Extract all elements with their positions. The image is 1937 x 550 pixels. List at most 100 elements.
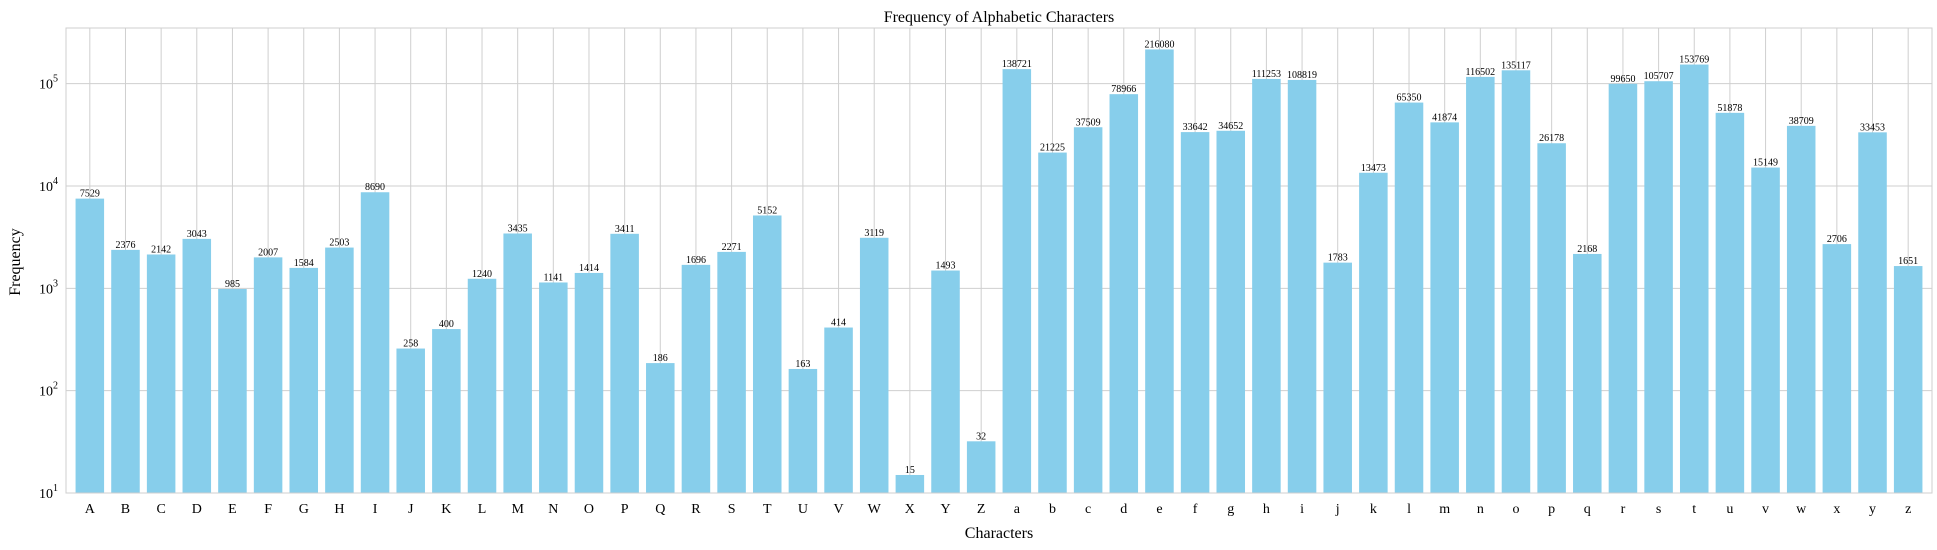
x-tick-label-F: F: [264, 502, 272, 517]
bar-a: [1002, 69, 1032, 494]
chart-title: Frequency of Alphabetic Characters: [884, 9, 1115, 26]
bar-layer: [75, 49, 1923, 494]
bar-Q: [646, 363, 675, 493]
x-tick-label-z: z: [1905, 502, 1911, 517]
x-tick-label-O: O: [584, 502, 594, 517]
data-label-p: 26178: [1539, 133, 1564, 144]
data-label-w: 38709: [1789, 116, 1814, 127]
data-label-E: 985: [225, 279, 240, 290]
x-tick-label-s: s: [1656, 502, 1661, 517]
data-label-B: 2376: [115, 240, 135, 251]
data-label-g: 34652: [1218, 121, 1243, 132]
bar-m: [1430, 122, 1459, 493]
data-label-f: 33642: [1183, 122, 1208, 133]
data-label-h: 111253: [1252, 69, 1281, 80]
x-tick-label-c: c: [1085, 502, 1091, 517]
data-label-v: 15149: [1753, 158, 1778, 169]
data-label-D: 3043: [187, 229, 207, 240]
x-tick-label-Q: Q: [655, 502, 665, 517]
x-tick-label-H: H: [334, 502, 344, 517]
bar-X: [895, 474, 925, 493]
bar-M: [503, 233, 532, 493]
data-label-W: 3119: [864, 228, 884, 239]
x-tick-label-w: w: [1796, 502, 1807, 517]
data-label-x: 2706: [1827, 234, 1847, 245]
bar-P: [610, 233, 639, 494]
data-label-o: 135117: [1501, 60, 1531, 71]
x-tick-label-W: W: [868, 502, 882, 517]
data-label-I: 8690: [365, 182, 385, 193]
x-tick-label-U: U: [798, 502, 808, 517]
x-tick-label-j: j: [1335, 502, 1340, 517]
x-tick-label-d: d: [1120, 502, 1127, 517]
bar-f: [1180, 132, 1210, 493]
data-label-X: 15: [905, 465, 915, 476]
x-tick-label-C: C: [156, 502, 165, 517]
x-tick-label-o: o: [1512, 502, 1519, 517]
bar-z: [1893, 266, 1923, 493]
data-label-e: 216080: [1144, 39, 1174, 50]
bar-W: [859, 237, 889, 493]
x-axis-label: Characters: [965, 525, 1033, 542]
x-tick-label-f: f: [1193, 502, 1198, 517]
data-label-P: 3411: [615, 224, 635, 235]
data-label-n: 116502: [1466, 67, 1496, 78]
bar-E: [218, 289, 247, 493]
data-label-a: 138721: [1002, 59, 1032, 70]
bar-e: [1145, 49, 1174, 494]
data-label-V: 414: [831, 318, 846, 329]
bar-w: [1786, 125, 1816, 493]
bar-J: [396, 348, 425, 493]
data-label-M: 3435: [508, 223, 528, 234]
axis-layer: 101 102 103 104 105 A B C D E F G H I J K L M N O P Q R S T U V W X Y…: [39, 74, 1911, 517]
data-label-K: 400: [439, 319, 454, 330]
data-label-layer: 7529 2376 2142 3043 985 2007 1584 2503 8690 258 40…: [80, 39, 1918, 476]
bar-u: [1715, 112, 1745, 494]
data-label-s: 105707: [1644, 71, 1674, 82]
x-tick-label-M: M: [511, 502, 524, 517]
bar-n: [1466, 76, 1495, 493]
bar-H: [325, 247, 354, 493]
data-label-H: 2503: [329, 238, 349, 249]
data-label-l: 65350: [1397, 93, 1422, 104]
x-tick-label-J: J: [408, 502, 414, 517]
data-label-y: 33453: [1860, 122, 1885, 133]
data-label-r: 99650: [1610, 74, 1635, 85]
y-tick-label: 104: [39, 176, 58, 195]
data-label-k: 13473: [1361, 163, 1386, 174]
data-label-R: 1696: [686, 255, 706, 266]
data-label-S: 2271: [722, 242, 742, 253]
x-tick-label-b: b: [1049, 502, 1056, 517]
x-tick-label-n: n: [1477, 502, 1484, 517]
data-label-T: 5152: [757, 205, 777, 216]
bar-r: [1608, 83, 1638, 493]
x-tick-label-L: L: [478, 502, 487, 517]
x-tick-label-x: x: [1833, 502, 1840, 517]
x-tick-label-D: D: [192, 502, 202, 517]
x-tick-label-G: G: [299, 502, 309, 517]
bar-C: [146, 254, 176, 493]
bar-N: [539, 282, 568, 493]
y-tick-label: 101: [39, 483, 58, 502]
data-label-t: 153769: [1679, 55, 1709, 66]
data-label-A: 7529: [80, 189, 100, 200]
y-tick-label: 102: [39, 381, 58, 400]
bar-R: [681, 264, 711, 493]
x-tick-label-l: l: [1407, 502, 1411, 517]
bar-b: [1038, 152, 1067, 493]
bar-B: [111, 249, 140, 493]
x-tick-label-Y: Y: [940, 502, 950, 517]
bar-p: [1537, 143, 1566, 494]
bar-g: [1216, 130, 1246, 493]
data-label-z: 1651: [1898, 256, 1918, 267]
x-tick-label-m: m: [1439, 502, 1450, 517]
x-tick-label-k: k: [1370, 502, 1377, 517]
x-tick-label-u: u: [1726, 502, 1733, 517]
x-tick-label-T: T: [763, 502, 772, 517]
data-label-Z: 32: [976, 431, 986, 442]
x-tick-label-e: e: [1156, 502, 1162, 517]
x-tick-label-E: E: [228, 502, 237, 517]
x-tick-label-r: r: [1621, 502, 1626, 517]
bar-l: [1394, 102, 1424, 493]
